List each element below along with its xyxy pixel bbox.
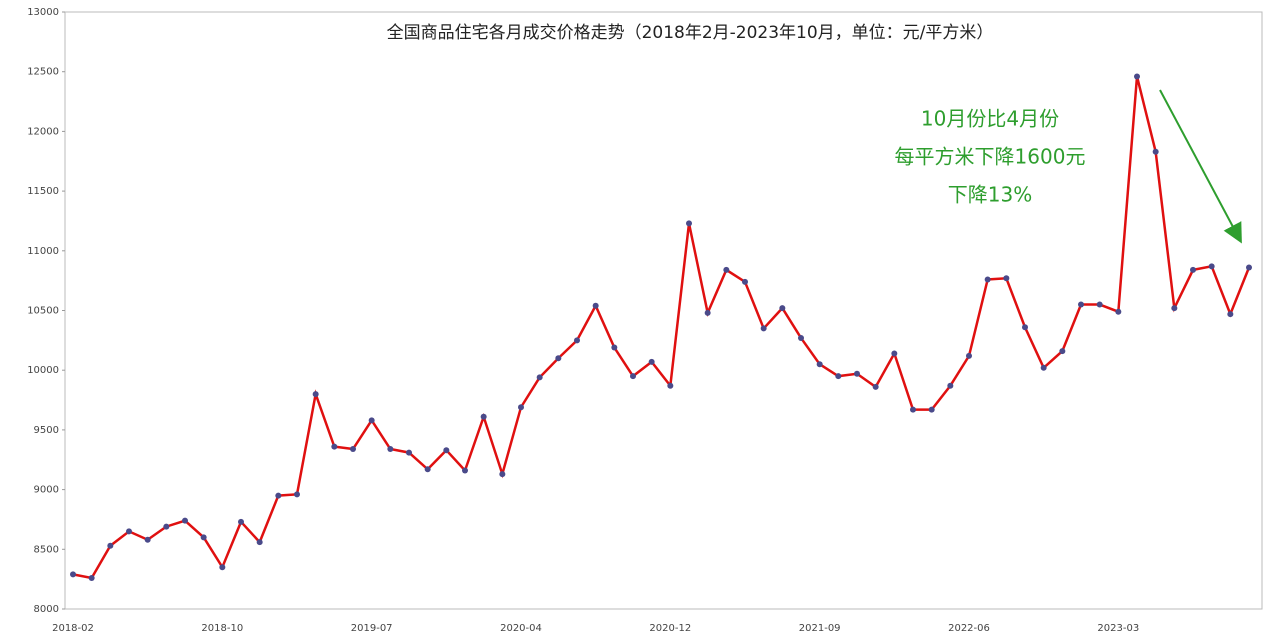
- point: [742, 278, 748, 285]
- y-tick-label: 9500: [34, 425, 59, 436]
- point: [760, 325, 767, 332]
- point: [1003, 275, 1010, 282]
- y-tick-label: 12500: [27, 67, 59, 78]
- line: [72, 76, 1251, 580]
- point: [275, 492, 282, 499]
- x-tick-label: 2021-09: [799, 623, 841, 634]
- point: [219, 564, 226, 571]
- point: [592, 302, 599, 309]
- y-tick-label: 10000: [27, 365, 59, 376]
- point: [499, 471, 506, 478]
- x-tick-label: 2018-10: [201, 623, 243, 634]
- point: [144, 536, 151, 543]
- point: [704, 309, 711, 316]
- point: [648, 358, 655, 365]
- point: [88, 574, 95, 581]
- point: [480, 413, 487, 420]
- point: [163, 523, 170, 530]
- point: [331, 443, 338, 450]
- point: [630, 373, 636, 380]
- point: [126, 528, 132, 535]
- point: [966, 352, 972, 359]
- point: [798, 334, 804, 341]
- y-tick-label: 11500: [27, 186, 59, 197]
- point: [238, 518, 244, 525]
- point: [1208, 263, 1215, 270]
- point: [854, 370, 860, 377]
- point: [891, 350, 898, 357]
- point: [574, 337, 580, 344]
- x-tick-label: 2022-06: [948, 623, 990, 634]
- point: [611, 344, 618, 351]
- point: [1190, 266, 1196, 273]
- point: [947, 382, 954, 389]
- chart-title: 全国商品住宅各月成交价格走势（2018年2月-2023年10月，单位：元/平方米…: [387, 23, 994, 43]
- annotation: 每平方米下降1600元: [895, 145, 1086, 169]
- x-tick-label: 2023-03: [1097, 623, 1139, 634]
- point: [70, 571, 76, 578]
- point: [723, 266, 730, 273]
- y-tick-label: 8000: [34, 604, 59, 615]
- y-tick-label: 11000: [27, 246, 59, 257]
- point: [406, 449, 412, 456]
- point: [312, 391, 319, 398]
- y-tick-label: 8500: [34, 544, 59, 555]
- point: [107, 542, 114, 549]
- x-tick-label: 2020-12: [649, 623, 691, 634]
- point: [1134, 73, 1140, 80]
- point: [816, 361, 823, 368]
- point: [182, 517, 188, 524]
- point: [1022, 324, 1028, 331]
- annotation: 10月份比4月份: [921, 107, 1059, 131]
- y-tick-label: 9000: [34, 485, 59, 496]
- point: [1246, 264, 1252, 271]
- point: [350, 446, 356, 453]
- point: [387, 446, 394, 453]
- point: [835, 373, 842, 380]
- y-tick-label: 12000: [27, 126, 59, 137]
- point: [1171, 305, 1178, 312]
- annotation-arrow: [1159, 89, 1242, 244]
- point: [984, 276, 991, 283]
- point: [1096, 301, 1103, 308]
- point: [424, 466, 431, 473]
- point: [1078, 301, 1084, 308]
- y-tick-label: 10500: [27, 306, 59, 317]
- point: [256, 539, 263, 546]
- x-tick-label: 2018-02: [52, 623, 94, 634]
- point: [443, 447, 450, 454]
- point: [536, 374, 543, 381]
- point: [462, 467, 468, 474]
- point: [910, 406, 916, 413]
- y-tick-label: 13000: [27, 7, 59, 18]
- point: [368, 417, 375, 424]
- point: [872, 383, 879, 390]
- plot-frame: [64, 11, 1263, 610]
- annotation: 下降13%: [948, 183, 1032, 207]
- point: [1115, 308, 1122, 315]
- point: [1059, 348, 1066, 355]
- x-tick-label: 2020-04: [500, 623, 542, 634]
- point: [667, 382, 674, 389]
- x-tick-label: 2019-07: [351, 623, 393, 634]
- point: [686, 220, 692, 227]
- point: [200, 534, 207, 541]
- point: [1040, 364, 1047, 371]
- point: [779, 305, 786, 312]
- point: [928, 406, 935, 413]
- point: [294, 491, 300, 498]
- point: [1227, 311, 1234, 318]
- point: [518, 404, 524, 411]
- point: [1152, 148, 1159, 155]
- point: [555, 355, 562, 362]
